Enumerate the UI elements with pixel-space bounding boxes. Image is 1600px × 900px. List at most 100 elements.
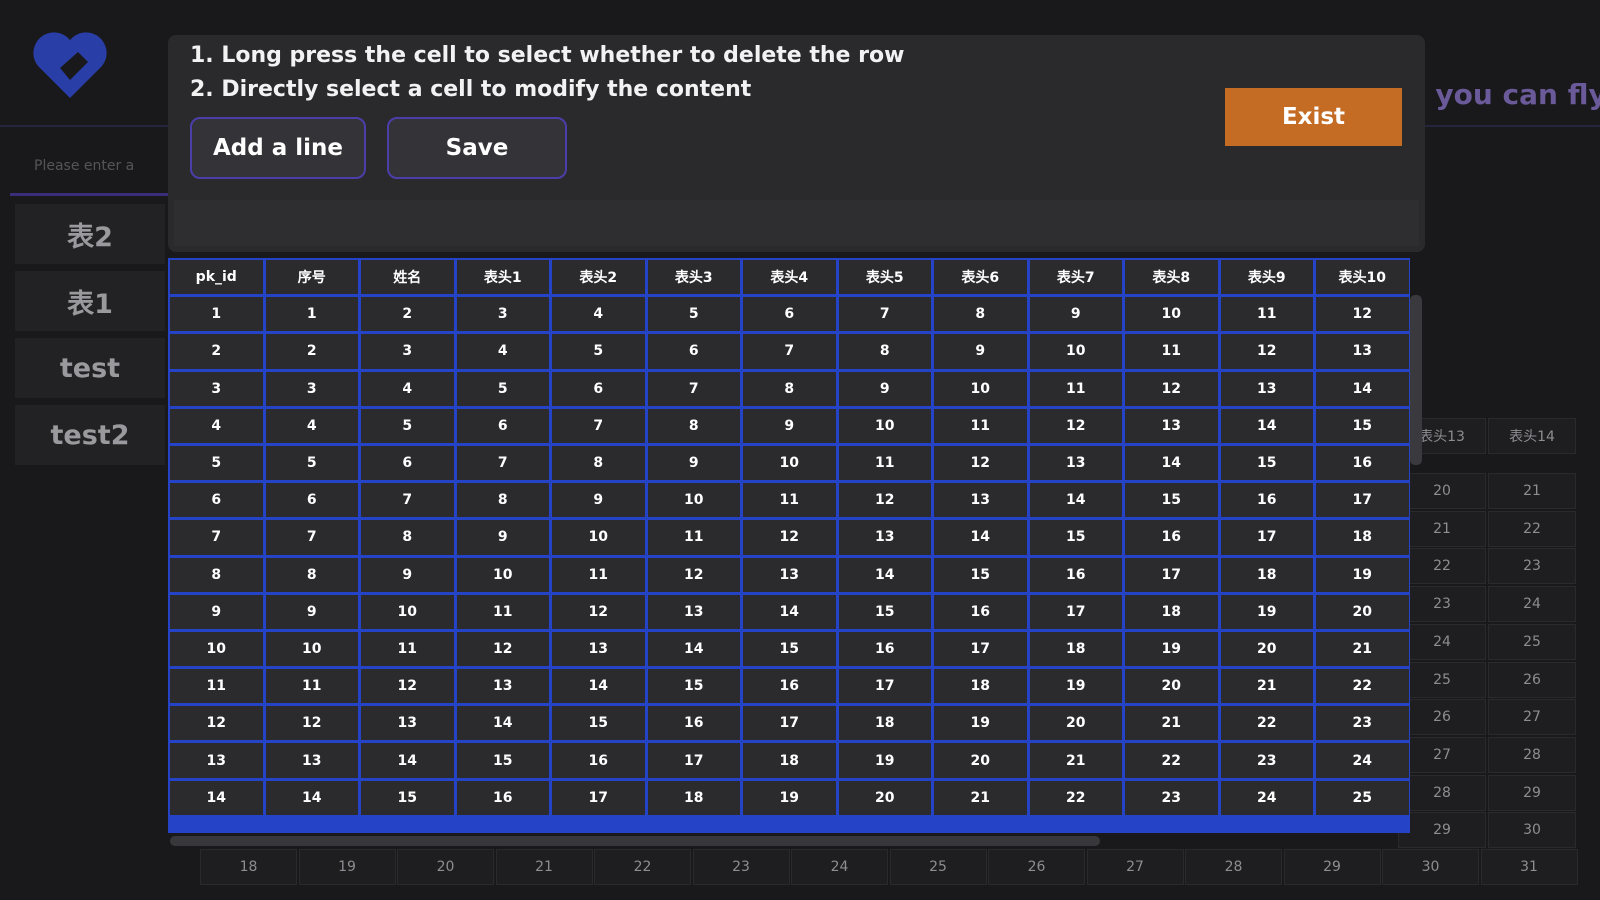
- table-cell[interactable]: 20: [1220, 631, 1313, 667]
- table-cell[interactable]: 24: [1220, 780, 1313, 815]
- search-placeholder[interactable]: Please enter a: [34, 158, 135, 174]
- table-cell[interactable]: 5: [456, 371, 549, 406]
- table-cell[interactable]: 6: [361, 445, 454, 481]
- table-cell[interactable]: 8: [647, 408, 740, 443]
- table-cell[interactable]: 15: [934, 557, 1027, 592]
- table-cell[interactable]: 11: [361, 631, 454, 667]
- table-cell[interactable]: 11: [265, 669, 358, 704]
- table-cell[interactable]: 17: [647, 743, 740, 778]
- table-cell[interactable]: 1: [170, 297, 263, 332]
- table-tab[interactable]: test: [15, 338, 165, 398]
- table-cell[interactable]: 9: [838, 371, 931, 406]
- table-cell[interactable]: 9: [647, 445, 740, 481]
- table-cell[interactable]: 4: [456, 334, 549, 369]
- table-cell[interactable]: 8: [743, 371, 836, 406]
- table-cell[interactable]: 7: [265, 520, 358, 555]
- table-cell[interactable]: 13: [838, 520, 931, 555]
- table-cell[interactable]: 16: [456, 780, 549, 815]
- table-cell[interactable]: 19: [838, 743, 931, 778]
- table-cell[interactable]: 14: [170, 780, 263, 815]
- table-cell[interactable]: 17: [743, 706, 836, 741]
- table-cell[interactable]: 20: [1029, 706, 1122, 741]
- table-cell[interactable]: 16: [552, 743, 645, 778]
- table-cell[interactable]: 24: [1316, 743, 1409, 778]
- table-cell[interactable]: 19: [743, 780, 836, 815]
- table-cell[interactable]: 15: [647, 669, 740, 704]
- table-cell[interactable]: 15: [1220, 445, 1313, 481]
- table-cell[interactable]: 7: [361, 483, 454, 518]
- table-cell[interactable]: 18: [1029, 631, 1122, 667]
- table-cell[interactable]: 14: [647, 631, 740, 667]
- table-tab[interactable]: 表2: [15, 204, 165, 264]
- table-cell[interactable]: 12: [265, 706, 358, 741]
- table-cell[interactable]: 12: [170, 706, 263, 741]
- table-cell[interactable]: 7: [743, 334, 836, 369]
- table-cell[interactable]: 25: [1316, 780, 1409, 815]
- table-cell[interactable]: 15: [743, 631, 836, 667]
- table-cell[interactable]: 14: [1316, 371, 1409, 406]
- table-cell[interactable]: 23: [1125, 780, 1218, 815]
- add-line-button[interactable]: Add a line: [190, 117, 366, 179]
- table-cell[interactable]: 12: [1125, 371, 1218, 406]
- exit-button[interactable]: Exist: [1225, 88, 1402, 146]
- table-cell[interactable]: 21: [1029, 743, 1122, 778]
- table-cell[interactable]: 18: [1316, 520, 1409, 555]
- table-cell[interactable]: 8: [552, 445, 645, 481]
- table-cell[interactable]: 14: [552, 669, 645, 704]
- table-cell[interactable]: 19: [934, 706, 1027, 741]
- table-cell[interactable]: 6: [647, 334, 740, 369]
- table-cell[interactable]: 8: [838, 334, 931, 369]
- table-cell[interactable]: 20: [838, 780, 931, 815]
- table-cell[interactable]: 18: [1220, 557, 1313, 592]
- table-cell[interactable]: 10: [170, 631, 263, 667]
- table-cell[interactable]: 15: [1125, 483, 1218, 518]
- table-cell[interactable]: 2: [265, 334, 358, 369]
- table-cell[interactable]: 17: [552, 780, 645, 815]
- table-cell[interactable]: 17: [1029, 594, 1122, 629]
- table-cell[interactable]: 16: [1125, 520, 1218, 555]
- table-cell[interactable]: 9: [456, 520, 549, 555]
- table-cell[interactable]: 6: [456, 408, 549, 443]
- table-cell[interactable]: 11: [743, 483, 836, 518]
- table-cell[interactable]: 10: [934, 371, 1027, 406]
- table-cell[interactable]: 8: [170, 557, 263, 592]
- table-cell[interactable]: 12: [361, 669, 454, 704]
- table-cell[interactable]: 7: [838, 297, 931, 332]
- table-cell[interactable]: 8: [361, 520, 454, 555]
- table-cell[interactable]: 16: [1029, 557, 1122, 592]
- table-cell[interactable]: 17: [934, 631, 1027, 667]
- table-cell[interactable]: 2: [361, 297, 454, 332]
- table-cell[interactable]: 18: [934, 669, 1027, 704]
- table-cell[interactable]: 16: [1220, 483, 1313, 518]
- table-cell[interactable]: 15: [552, 706, 645, 741]
- table-cell[interactable]: 12: [552, 594, 645, 629]
- table-cell[interactable]: 9: [170, 594, 263, 629]
- table-cell[interactable]: 12: [1220, 334, 1313, 369]
- table-cell[interactable]: 20: [934, 743, 1027, 778]
- table-cell[interactable]: 9: [361, 557, 454, 592]
- table-cell[interactable]: 5: [265, 445, 358, 481]
- table-cell[interactable]: 23: [1316, 706, 1409, 741]
- table-cell[interactable]: 1: [265, 297, 358, 332]
- table-cell[interactable]: 13: [743, 557, 836, 592]
- table-cell[interactable]: 3: [265, 371, 358, 406]
- table-cell[interactable]: 19: [1029, 669, 1122, 704]
- table-cell[interactable]: 17: [1220, 520, 1313, 555]
- table-cell[interactable]: 4: [361, 371, 454, 406]
- table-cell[interactable]: 22: [1316, 669, 1409, 704]
- table-cell[interactable]: 14: [838, 557, 931, 592]
- table-cell[interactable]: 12: [456, 631, 549, 667]
- table-cell[interactable]: 10: [361, 594, 454, 629]
- table-cell[interactable]: 19: [1316, 557, 1409, 592]
- table-cell[interactable]: 13: [1316, 334, 1409, 369]
- table-cell[interactable]: 7: [552, 408, 645, 443]
- table-cell[interactable]: 20: [1316, 594, 1409, 629]
- table-cell[interactable]: 13: [361, 706, 454, 741]
- table-cell[interactable]: 6: [170, 483, 263, 518]
- table-cell[interactable]: 14: [456, 706, 549, 741]
- table-cell[interactable]: 15: [1316, 408, 1409, 443]
- table-cell[interactable]: 3: [361, 334, 454, 369]
- table-cell[interactable]: 5: [361, 408, 454, 443]
- table-cell[interactable]: 8: [934, 297, 1027, 332]
- table-cell[interactable]: 9: [934, 334, 1027, 369]
